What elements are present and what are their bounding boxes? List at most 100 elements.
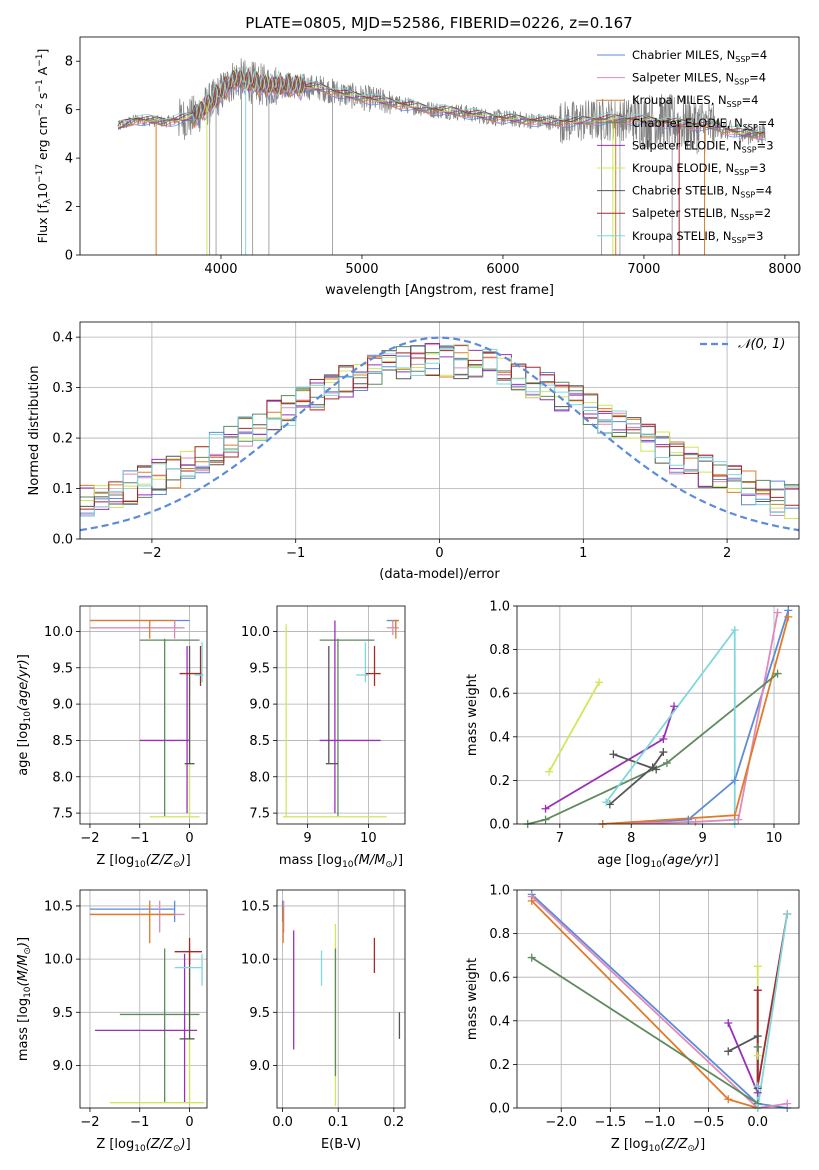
mass_weight_vs_Z-xlabel: Z [log10(Z/Z⊙)] — [611, 1137, 705, 1154]
mass-weight-marker — [659, 748, 668, 757]
mass_weight_vs_age-frame — [516, 605, 800, 825]
age_vs_Z-xlabel: Z [log10(Z/Z⊙)] — [96, 853, 190, 870]
age_vs_Z-plot-area — [80, 606, 207, 824]
mass_vs_Z-plot-area — [80, 890, 207, 1108]
mass-weight-marker — [753, 1082, 762, 1091]
mass_vs_Z-xlabel: Z [log10(Z/Z⊙)] — [96, 1137, 190, 1154]
y-tick-label: 0.2 — [52, 432, 73, 447]
y-tick-label: 0 — [65, 249, 73, 264]
y-tick-label: 0.8 — [489, 927, 510, 942]
y-tick-label: 0.6 — [489, 687, 510, 702]
legend-entry: Chabrier MILES, NSSP=4 — [632, 48, 767, 64]
mass-weight-marker — [734, 815, 743, 824]
age_vs_mass-panel: 9 10 7.5 8.0 8.5 9.0 9.5 10.0 mass [log10(M/M⊙)] — [241, 605, 406, 870]
mass-weight-line — [605, 627, 736, 824]
mass-weight-marker — [652, 765, 661, 774]
spectrum-panel: 4000 5000 6000 7000 8000 0 2 4 6 8 Chabrier MILES,… — [35, 36, 801, 298]
mass_vs_Z-ylabel: mass [log10(M/M⊙)] — [16, 937, 33, 1061]
y-tick-label: 0.0 — [489, 818, 510, 833]
y-tick-label: 0.2 — [489, 774, 510, 789]
mass-weight-marker — [724, 1018, 733, 1027]
mass-weight-marker — [527, 953, 536, 962]
y-tick-label: 10.0 — [44, 625, 73, 640]
y-tick-label: 10.0 — [241, 953, 270, 968]
x-tick-label: 5000 — [345, 262, 378, 277]
mass_vs_Z-panel: −2 −1 0 9.0 9.5 10.0 10.5 Z [log10(Z/Z⊙)] mass [… — [16, 889, 208, 1154]
x-tick-label: 0.1 — [328, 1115, 349, 1130]
gaussian-curve — [80, 336, 799, 532]
legend-entry: Kroupa ELODIE, NSSP=3 — [632, 161, 766, 177]
age_vs_mass-xlabel: mass [log10(M/M⊙)] — [279, 853, 403, 870]
x-tick-label: 0.0 — [272, 1115, 293, 1130]
mass-weight-marker — [753, 1042, 762, 1051]
legend-entry: Salpeter STELIB, NSSP=2 — [632, 206, 771, 222]
y-tick-label: 9.5 — [249, 661, 270, 676]
spectrum-xlabel: wavelength [Angstrom, rest frame] — [325, 283, 554, 298]
residuals-frame — [79, 321, 800, 540]
age_vs_mass-frame — [276, 605, 406, 825]
x-tick-label: 6000 — [486, 262, 519, 277]
y-tick-label: 9.5 — [52, 661, 73, 676]
legend-entry: Kroupa STELIB, NSSP=3 — [632, 229, 763, 245]
y-tick-label: 8.0 — [52, 770, 73, 785]
mass-weight-marker — [724, 1095, 733, 1104]
spectrum-model-line — [118, 65, 765, 133]
mass-weight-line — [527, 672, 779, 824]
x-tick-label: −1 — [130, 1115, 149, 1130]
y-tick-label: 0.4 — [52, 331, 73, 346]
mass-weight-marker — [784, 612, 793, 621]
y-tick-label: 8.5 — [249, 734, 270, 749]
mass-weight-marker — [773, 669, 782, 678]
y-tick-label: 7.5 — [52, 807, 73, 822]
y-tick-label: 2 — [65, 200, 73, 215]
mass-weight-marker — [783, 909, 792, 918]
x-tick-label: −2.0 — [545, 1115, 577, 1130]
mass-vs-ebv-xlabel: E(B-V) — [321, 1137, 361, 1152]
x-tick-label: 0 — [185, 831, 193, 846]
mass_vs_Z-frame — [79, 889, 208, 1109]
age_vs_mass-plot-area — [277, 606, 405, 824]
mass-weight-marker — [659, 734, 668, 743]
mass-weight-line — [602, 612, 779, 824]
y-tick-label: 8 — [65, 55, 73, 70]
mass-weight-marker — [662, 758, 671, 767]
mass-weight-marker — [527, 896, 536, 905]
legend-entry: Salpeter ELODIE, NSSP=3 — [632, 138, 774, 154]
x-tick-label: 9 — [303, 831, 311, 846]
y-tick-label: 1.0 — [489, 884, 510, 899]
mass-weight-marker — [730, 776, 739, 785]
age_vs_Z-ylabel: age [log10(age/yr)] — [16, 654, 33, 776]
spectrum-ylabel: Flux [fλ10−17 erg cm−2 s−1 A−1] — [35, 49, 53, 244]
y-tick-label: 7.5 — [249, 807, 270, 822]
y-tick-label: 0.3 — [52, 381, 73, 396]
mass-weight-line — [727, 990, 759, 1094]
y-tick-label: 1.0 — [489, 600, 510, 615]
mass-weight-marker — [545, 767, 554, 776]
mass_weight_vs_Z-ylabel: mass weight — [465, 958, 480, 1040]
mass_weight_vs_Z-panel: −2.0 −1.5 −1.0 −0.5 0.0 0.0 0.2 0.4 0.6 0.8 1.0 mas… — [465, 884, 800, 1154]
mass-weight-marker — [753, 1051, 762, 1060]
y-tick-label: 8.5 — [52, 734, 73, 749]
y-tick-label: 0.4 — [489, 1014, 510, 1029]
mass-weight-marker — [730, 811, 739, 820]
mass-weight-marker — [730, 625, 739, 634]
mass-weight-marker — [602, 798, 611, 807]
y-tick-label: 10.0 — [44, 953, 73, 968]
y-tick-label: 9.5 — [249, 1006, 270, 1021]
age_vs_Z-panel: −2 −1 0 7.5 8.0 8.5 9.0 9.5 10.0 Z [log10(Z/Z⊙)] a… — [16, 605, 208, 870]
mass-weight-marker — [541, 815, 550, 824]
mass-weight-line — [609, 751, 665, 806]
x-tick-label: −1.5 — [595, 1115, 627, 1130]
x-tick-label: 7 — [556, 831, 564, 846]
y-tick-label: 0.2 — [489, 1058, 510, 1073]
mass_weight_vs_Z-plot-area — [517, 890, 799, 1108]
mass-weight-marker — [724, 1047, 733, 1056]
mass-weight-marker — [773, 608, 782, 617]
y-tick-label: 4 — [65, 152, 73, 167]
y-tick-label: 0.8 — [489, 643, 510, 658]
y-tick-label: 0.0 — [52, 533, 73, 548]
y-tick-label: 10.5 — [44, 899, 73, 914]
y-tick-label: 9.5 — [52, 1006, 73, 1021]
y-tick-label: 0.0 — [489, 1102, 510, 1117]
x-tick-label: 0 — [435, 546, 443, 561]
